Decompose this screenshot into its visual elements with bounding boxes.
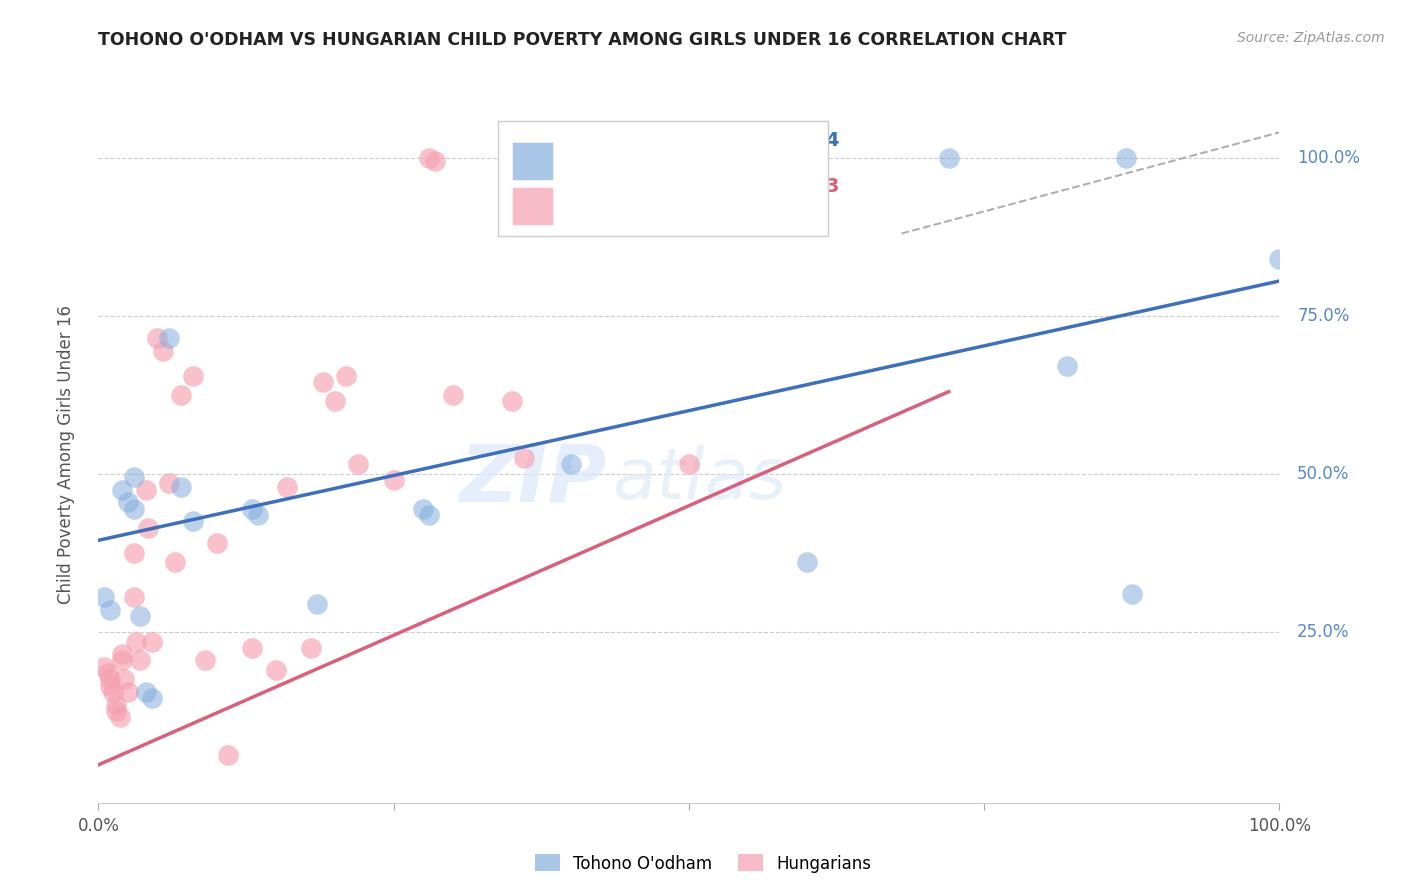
- Text: 50.0%: 50.0%: [1298, 465, 1350, 483]
- Point: [423, 153, 446, 168]
- Point: [205, 536, 228, 550]
- Point: [240, 640, 263, 655]
- Point: [108, 710, 131, 724]
- Point: [122, 470, 145, 484]
- Point: [157, 476, 180, 491]
- Point: [678, 458, 700, 472]
- Point: [112, 673, 135, 687]
- Point: [441, 388, 464, 402]
- Point: [105, 704, 128, 718]
- Point: [335, 368, 357, 383]
- Point: [299, 640, 322, 655]
- Point: [418, 508, 440, 522]
- Point: [1121, 587, 1143, 601]
- Point: [246, 508, 269, 522]
- Point: [1115, 151, 1137, 165]
- Point: [152, 343, 174, 358]
- Point: [122, 591, 145, 605]
- Point: [240, 501, 263, 516]
- Point: [1056, 359, 1078, 374]
- Point: [141, 691, 163, 706]
- Point: [93, 591, 115, 605]
- Point: [264, 663, 287, 677]
- Text: TOHONO O'ODHAM VS HUNGARIAN CHILD POVERTY AMONG GIRLS UNDER 16 CORRELATION CHART: TOHONO O'ODHAM VS HUNGARIAN CHILD POVERT…: [98, 31, 1067, 49]
- Point: [125, 634, 148, 648]
- Point: [217, 748, 239, 763]
- Y-axis label: Child Poverty Among Girls Under 16: Child Poverty Among Girls Under 16: [56, 305, 75, 605]
- Point: [122, 546, 145, 560]
- Point: [157, 331, 180, 345]
- Point: [170, 479, 193, 493]
- Point: [181, 514, 204, 528]
- Text: Source: ZipAtlas.com: Source: ZipAtlas.com: [1237, 31, 1385, 45]
- Point: [98, 679, 121, 693]
- Text: 25.0%: 25.0%: [1298, 623, 1350, 641]
- Point: [98, 603, 121, 617]
- Point: [135, 685, 157, 699]
- Point: [117, 495, 139, 509]
- Point: [105, 698, 128, 712]
- Point: [170, 388, 193, 402]
- Point: [382, 473, 405, 487]
- Text: 75.0%: 75.0%: [1298, 307, 1350, 325]
- Text: R = 0.554: R = 0.554: [567, 131, 665, 151]
- Point: [312, 375, 335, 389]
- Text: atlas: atlas: [612, 445, 787, 514]
- Point: [122, 501, 145, 516]
- Point: [111, 653, 134, 667]
- Point: [560, 458, 582, 472]
- Text: ZIP: ZIP: [458, 441, 606, 518]
- Text: 100.0%: 100.0%: [1298, 149, 1360, 167]
- Point: [128, 609, 150, 624]
- FancyBboxPatch shape: [498, 121, 828, 235]
- Point: [501, 394, 523, 409]
- Point: [101, 685, 124, 699]
- Point: [111, 483, 134, 497]
- Point: [796, 556, 818, 570]
- Point: [135, 483, 157, 497]
- Point: [128, 653, 150, 667]
- Point: [276, 479, 298, 493]
- Point: [146, 331, 169, 345]
- Point: [1268, 252, 1291, 266]
- Point: [305, 597, 328, 611]
- Point: [165, 556, 187, 570]
- Point: [194, 653, 217, 667]
- Point: [418, 151, 440, 165]
- Point: [136, 521, 159, 535]
- Point: [181, 368, 204, 383]
- Point: [412, 501, 434, 516]
- Point: [347, 458, 370, 472]
- Point: [98, 673, 121, 687]
- Point: [93, 660, 115, 674]
- Point: [141, 634, 163, 648]
- FancyBboxPatch shape: [512, 187, 553, 226]
- Point: [111, 647, 134, 661]
- Point: [97, 666, 120, 681]
- Text: N = 24: N = 24: [766, 131, 839, 151]
- Point: [938, 151, 960, 165]
- FancyBboxPatch shape: [512, 142, 553, 180]
- Text: N = 43: N = 43: [766, 177, 839, 195]
- Point: [323, 394, 346, 409]
- Legend: Tohono O'odham, Hungarians: Tohono O'odham, Hungarians: [529, 847, 877, 880]
- Point: [512, 451, 534, 466]
- Text: R = 0.563: R = 0.563: [567, 177, 665, 195]
- Point: [117, 685, 139, 699]
